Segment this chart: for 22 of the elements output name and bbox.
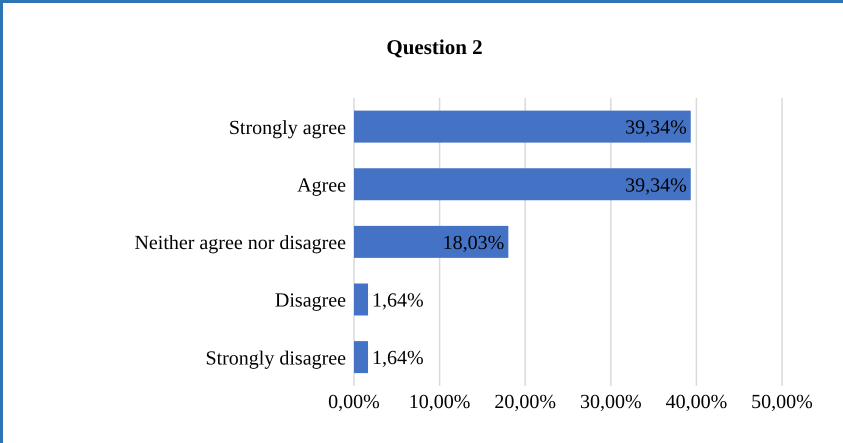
x-tick-label: 50,00% bbox=[751, 391, 813, 414]
x-tick-label: 0,00% bbox=[328, 391, 380, 414]
y-tick-label: Disagree bbox=[274, 290, 346, 312]
x-tick-label: 10,00% bbox=[408, 391, 470, 414]
x-tick-label: 40,00% bbox=[666, 391, 728, 414]
y-tick-label: Neither agree nor disagree bbox=[134, 232, 346, 254]
y-tick-label: Strongly disagree bbox=[205, 347, 346, 370]
data-label: 1,64% bbox=[372, 289, 424, 312]
bar bbox=[354, 341, 368, 374]
data-label: 18,03% bbox=[442, 232, 504, 254]
data-label: 1,64% bbox=[372, 347, 424, 370]
bar bbox=[354, 226, 508, 258]
bar bbox=[354, 110, 691, 143]
chart-title: Question 2 bbox=[385, 35, 484, 60]
data-label: 39,34% bbox=[625, 116, 687, 139]
x-tick-label: 30,00% bbox=[580, 391, 642, 414]
y-tick-label: Strongly agree bbox=[228, 116, 346, 139]
bar bbox=[354, 168, 691, 200]
x-tick-label: 20,00% bbox=[494, 391, 556, 414]
bar bbox=[354, 283, 368, 316]
data-label: 39,34% bbox=[625, 174, 687, 196]
y-tick-label: Agree bbox=[297, 174, 346, 196]
